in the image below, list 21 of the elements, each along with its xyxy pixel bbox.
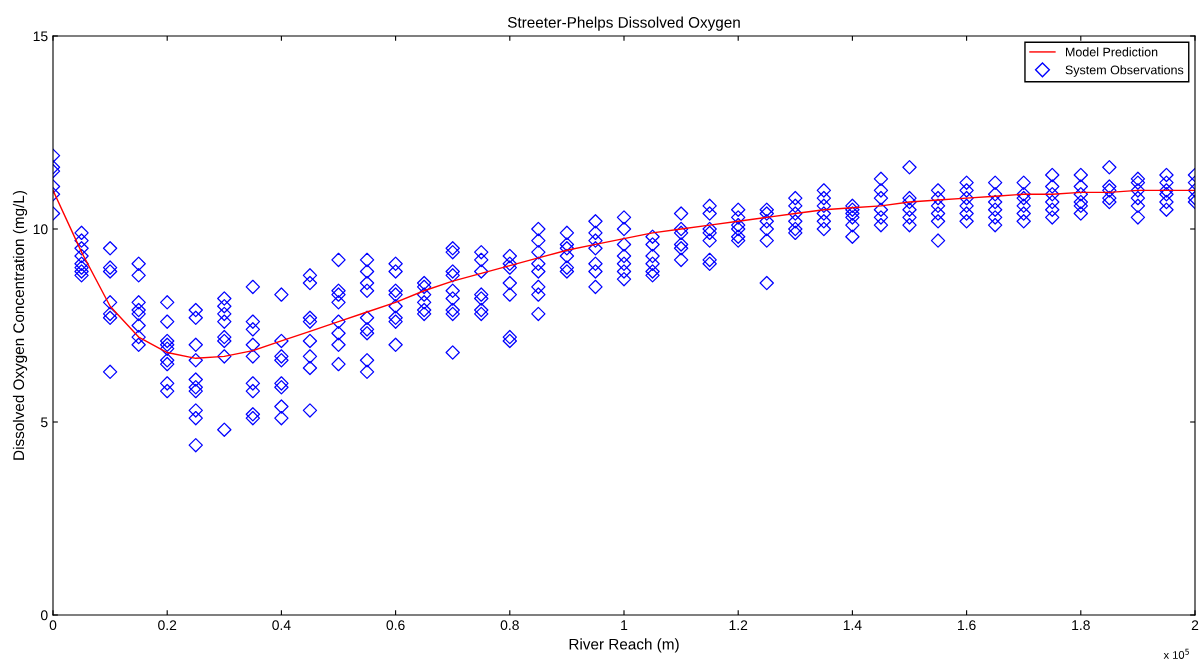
y-tick-label: 0 bbox=[40, 610, 48, 621]
text: x 10$^{5}$ bbox=[1163, 648, 1189, 659]
x-tick-label: 0.6 bbox=[386, 620, 405, 631]
x-tick-label: 1.6 bbox=[958, 620, 976, 631]
x-tick-label: 0.4 bbox=[272, 620, 291, 631]
y-axis-title: Dissolved Oxygen Concentration (mg/L) bbox=[12, 191, 28, 460]
legend-label: Model Prediction bbox=[1065, 47, 1158, 57]
x-tick-label: 0.8 bbox=[500, 620, 519, 631]
x-tick-label: 1.2 bbox=[729, 620, 748, 630]
x-tick-label: 0.2 bbox=[158, 620, 177, 631]
y-tick-label: 15 bbox=[33, 31, 48, 42]
y-tick-label: 5 bbox=[40, 417, 48, 428]
x-tick-label: 1.4 bbox=[843, 620, 862, 630]
y-tick-label: 10 bbox=[33, 224, 48, 235]
chart-title: Streeter-Phelps Dissolved Oxygen bbox=[507, 16, 740, 31]
legend-label: System Observations bbox=[1065, 65, 1184, 77]
x-axis-title: River Reach (m) bbox=[569, 638, 679, 653]
x-tick-label: 1 bbox=[621, 620, 628, 630]
x-tick-label: 0 bbox=[49, 620, 57, 631]
x-tick-label: 2 bbox=[1191, 620, 1199, 630]
x-tick-label: 1.8 bbox=[1072, 620, 1090, 631]
